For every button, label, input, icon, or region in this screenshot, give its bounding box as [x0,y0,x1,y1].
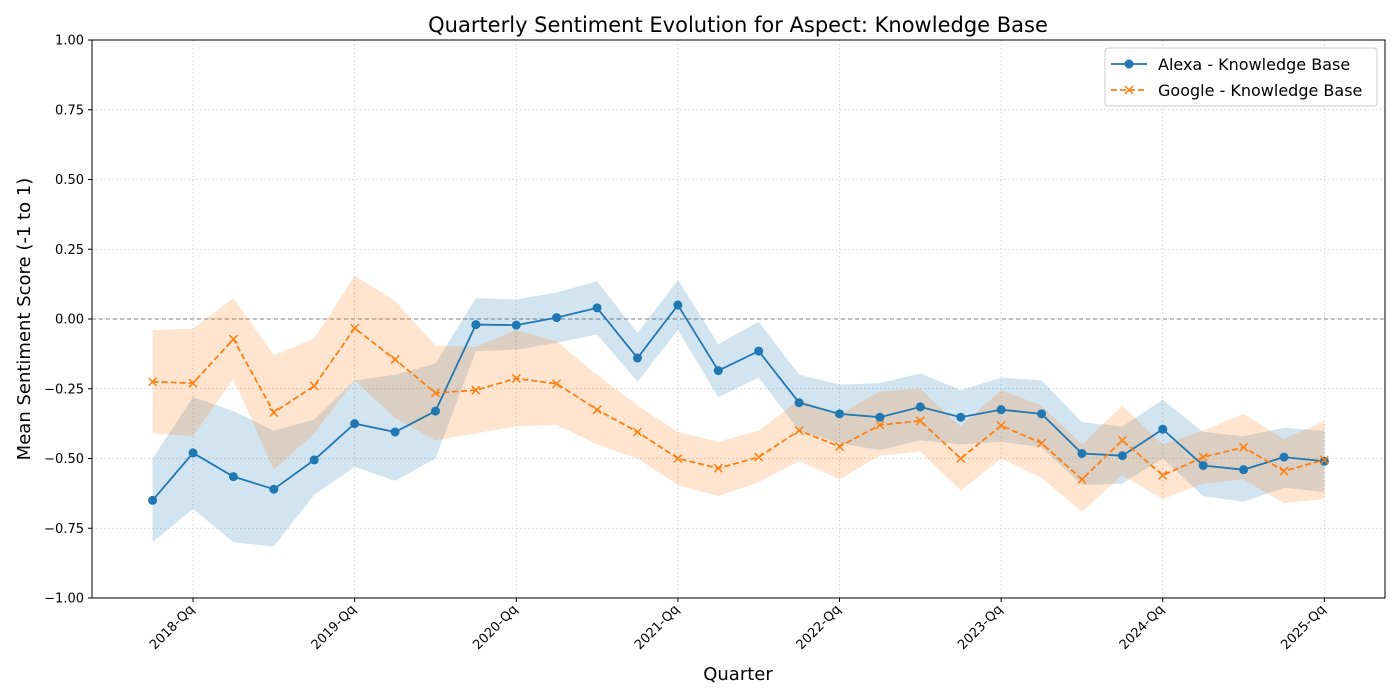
x-tick-label-7: 2025-Qq [1278,602,1329,653]
data-point-s0-16 [794,398,804,408]
data-point-s1-8 [471,385,481,395]
data-point-s1-0 [148,377,158,387]
data-point-s0-23 [1077,448,1087,458]
data-point-s1-3 [269,407,279,417]
x-tick-label-3: 2021-Qq [632,602,683,653]
data-point-s1-26 [1198,452,1208,462]
data-point-s0-19 [915,402,925,412]
data-point-s1-16 [794,426,804,436]
series-markers [148,300,1329,505]
legend-marker-0 [1124,59,1134,69]
data-point-s1-17 [834,441,845,452]
series-line-1 [152,326,1325,481]
data-point-s1-5 [350,323,360,333]
confidence-bands [152,275,1325,547]
data-point-s0-13 [673,300,683,310]
data-point-s1-22 [1037,438,1047,448]
x-tick-label-1: 2019-Qq [309,602,360,653]
data-point-s0-9 [511,320,521,330]
data-point-s0-24 [1117,451,1127,461]
data-point-s1-13 [673,453,683,464]
legend-marker-1 [1124,85,1134,95]
data-point-s1-11 [592,405,602,415]
data-point-s0-17 [835,409,845,419]
data-point-s0-18 [875,412,885,422]
y-tick-label-1: −0.75 [44,522,84,537]
data-point-s0-10 [552,313,562,323]
data-point-s0-12 [632,353,642,363]
y-tick-label-3: −0.25 [44,382,84,397]
data-point-s1-7 [430,388,440,398]
grid-lines [92,39,1385,599]
data-point-s0-14 [713,366,723,376]
data-point-s0-3 [269,484,279,494]
data-point-s1-28 [1279,466,1289,476]
legend-label-0: Alexa - Knowledge Base [1158,55,1350,74]
legend-box [1104,47,1378,107]
data-point-s0-8 [471,320,481,330]
x-axis-label: Quarter [703,664,773,685]
data-point-s1-27 [1239,442,1249,452]
x-tick-label-6: 2024-Qq [1117,602,1168,653]
legend-label-1: Google - Knowledge Base [1158,81,1362,100]
confidence-band-1 [152,275,1325,512]
x-axis-ticks: 2018-Qq 2019-Qq 2020-Qq 2021-Qq 2022-Qq 2023-… [147,598,1329,653]
series-lines [151,303,1325,501]
data-point-s0-15 [754,346,764,356]
data-point-s0-11 [592,303,602,313]
y-tick-label-4: 0.00 [55,313,84,328]
y-tick-label-8: 1.00 [55,34,84,49]
data-point-s1-21 [996,421,1006,431]
data-point-s0-29 [1319,456,1329,466]
data-point-s0-21 [996,405,1006,415]
x-tick-label-5: 2023-Qq [955,602,1006,653]
data-point-s0-25 [1158,424,1168,434]
data-point-s1-14 [713,463,723,473]
data-point-s1-19 [915,416,925,426]
chart-legend: Alexa - Knowledge Base Google - Knowledge… [1104,47,1378,107]
y-tick-label-5: 0.25 [55,243,84,258]
data-point-s1-24 [1117,435,1127,445]
data-point-s0-6 [390,427,400,437]
data-point-s1-12 [632,427,643,437]
data-point-s1-6 [390,354,400,364]
data-point-s0-0 [148,495,158,505]
confidence-band-0 [152,279,1325,547]
y-tick-label-0: −1.00 [44,592,84,607]
data-point-s1-1 [188,378,198,388]
y-axis-label: Mean Sentiment Score (-1 to 1) [14,178,35,461]
data-point-s1-15 [754,452,764,462]
data-point-s1-25 [1158,470,1168,480]
data-point-s0-7 [430,406,440,416]
y-tick-label-2: −0.50 [44,452,84,467]
y-tick-label-6: 0.50 [55,173,84,188]
chart-title: Quarterly Sentiment Evolution for Aspect… [428,13,1048,37]
data-point-s1-20 [956,453,966,464]
data-point-s0-28 [1279,452,1289,462]
data-point-s1-18 [875,420,885,430]
data-point-s1-4 [309,381,319,391]
data-point-s1-23 [1077,474,1087,484]
data-point-s0-20 [956,412,966,422]
data-point-s1-29 [1319,455,1329,465]
x-tick-label-4: 2022-Qq [794,602,845,653]
data-point-s0-5 [350,419,360,429]
data-point-s1-9 [511,373,521,383]
x-tick-label-2: 2020-Qq [470,602,521,653]
data-point-s0-2 [228,472,238,482]
data-point-s0-4 [309,455,319,465]
data-point-s1-2 [228,334,238,344]
y-tick-label-7: 0.75 [55,103,84,118]
data-point-s0-1 [188,448,198,458]
series-line-0 [151,303,1325,501]
x-tick-label-0: 2018-Qq [147,602,198,653]
data-point-s0-27 [1239,465,1249,475]
y-axis-ticks: −1.00 −0.75 −0.50 −0.25 0.00 0.25 0.50 0.75 1.00 [44,34,92,607]
data-point-s1-10 [552,379,562,389]
data-point-s0-26 [1198,460,1208,470]
data-point-s0-22 [1037,409,1047,419]
